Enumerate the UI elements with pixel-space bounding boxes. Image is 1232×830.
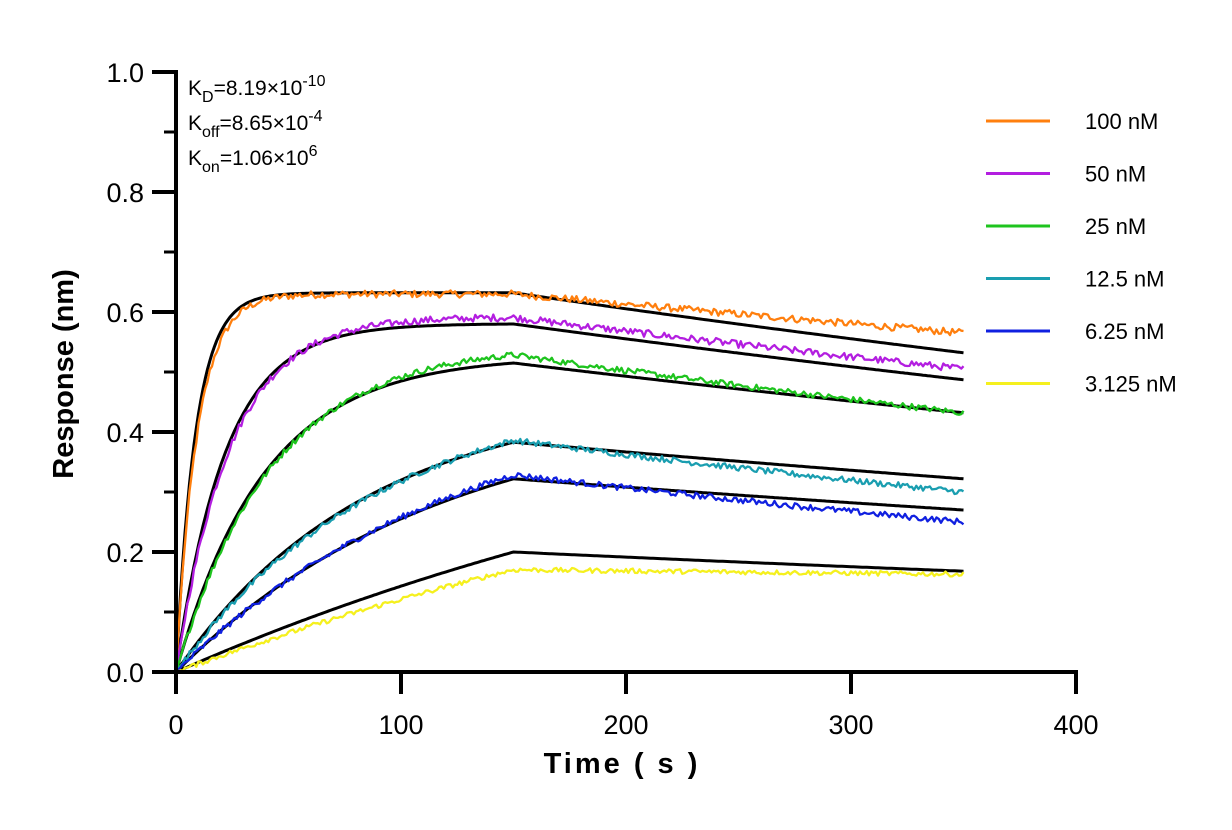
chart-text: 0.0 0.2 0.4 0.6 0.8 1.0 0 100 200 300 400 Time ( s … xyxy=(48,58,1099,780)
series-line-1 xyxy=(174,313,965,673)
legend-label-2: 25 nM xyxy=(1085,214,1146,239)
series-line-0 xyxy=(174,289,964,673)
series-line-2 xyxy=(174,351,965,673)
fit-line-4 xyxy=(174,477,964,674)
fit-line-1 xyxy=(174,322,964,673)
legend-label-3: 12.5 nM xyxy=(1085,267,1165,292)
legend-label-1: 50 nM xyxy=(1085,162,1146,187)
x-tick-label-4: 400 xyxy=(1053,710,1098,740)
legend: 100 nM 50 nM 25 nM 12.5 nM 6.25 nM 3.125 nM xyxy=(986,109,1177,397)
kinetic-constant-D: KD=8.19×10-10 xyxy=(188,73,326,106)
kinetic-constant-off: Koff=8.65×10-4 xyxy=(188,108,323,141)
y-tick-label-2: 0.4 xyxy=(106,418,144,448)
axes xyxy=(152,70,1078,694)
fit-line-5 xyxy=(175,550,964,674)
y-tick-label-4: 0.8 xyxy=(106,178,144,208)
legend-label-0: 100 nM xyxy=(1085,109,1158,134)
x-tick-label-0: 0 xyxy=(168,710,183,740)
y-tick-label-1: 0.2 xyxy=(106,538,144,568)
y-tick-label-3: 0.6 xyxy=(106,298,144,328)
series-line-4 xyxy=(175,472,965,673)
y-tick-label-5: 1.0 xyxy=(106,58,144,88)
x-tick-label-2: 200 xyxy=(603,710,648,740)
legend-label-5: 3.125 nM xyxy=(1085,372,1177,397)
x-tick-label-1: 100 xyxy=(378,710,423,740)
kinetic-constant-on: Kon=1.06×106 xyxy=(188,143,318,176)
response-series xyxy=(174,289,965,674)
y-axis-title: Response (nm) xyxy=(48,269,80,478)
x-axis-title: Time ( s ) xyxy=(544,748,701,780)
legend-label-4: 6.25 nM xyxy=(1085,319,1165,344)
x-tick-label-3: 300 xyxy=(828,710,873,740)
y-tick-label-0: 0.0 xyxy=(106,658,144,688)
series-line-5 xyxy=(175,566,965,674)
fit-line-3 xyxy=(174,440,964,673)
fit-line-2 xyxy=(174,361,964,673)
series-line-3 xyxy=(175,437,965,673)
